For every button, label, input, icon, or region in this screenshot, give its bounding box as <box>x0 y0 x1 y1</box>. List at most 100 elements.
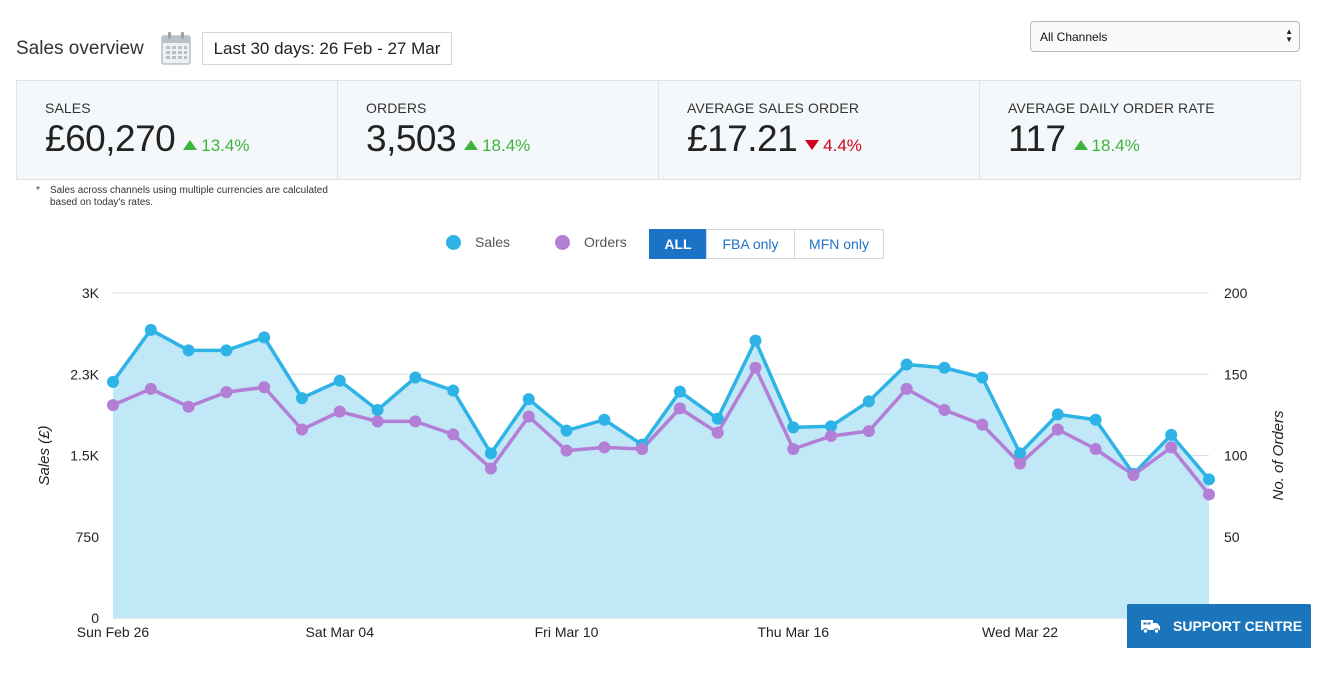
orders-point <box>560 444 573 457</box>
support-centre-label: SUPPORT CENTRE <box>1173 618 1303 634</box>
kpi-value: £17.21 <box>687 118 798 159</box>
sales-point <box>711 412 724 425</box>
channel-select[interactable]: All Channels ▲ ▼ <box>1030 21 1300 52</box>
orders-point <box>1089 443 1102 455</box>
kpi-sales: SALES £60,270 13.4% <box>17 81 338 179</box>
orders-point <box>1014 457 1027 470</box>
channel-select-value: All Channels <box>1040 29 1108 44</box>
x-tick-label: Sun Feb 26 <box>77 624 150 640</box>
kpi-change: 18.4% <box>464 136 530 156</box>
sales-point <box>409 371 422 384</box>
y-left-tick-label: 3K <box>82 285 100 301</box>
orders-point <box>976 418 989 431</box>
sales-point <box>900 358 913 371</box>
kpi-value: £60,270 <box>45 118 176 159</box>
kpi-value: 117 <box>1008 118 1066 159</box>
y-left-tick-label: 750 <box>76 529 100 545</box>
filter-mfn-button[interactable]: MFN only <box>794 229 884 259</box>
sales-point <box>144 323 157 336</box>
y-right-tick-label: 50 <box>1224 529 1240 545</box>
y-left-tick-label: 2.3K <box>70 366 99 382</box>
orders-point <box>673 402 686 415</box>
kpi-label: SALES <box>45 100 91 116</box>
x-tick-label: Wed Mar 22 <box>982 624 1058 640</box>
orders-point <box>862 425 875 438</box>
orders-point <box>1051 423 1064 436</box>
legend-dot-icon <box>555 234 570 250</box>
orders-point <box>258 381 271 394</box>
kpi-label: AVERAGE SALES ORDER <box>687 100 860 116</box>
sales-point <box>749 334 762 347</box>
sales-point <box>787 421 800 434</box>
sales-point <box>522 393 535 406</box>
triangle-up-icon <box>1073 140 1088 150</box>
triangle-up-icon <box>464 140 479 150</box>
kpi-change: 13.4% <box>183 136 249 156</box>
y-right-tick-label: 150 <box>1224 366 1248 382</box>
sales-point <box>862 395 875 408</box>
kpi-label: AVERAGE DAILY ORDER RATE <box>1008 100 1215 116</box>
legend-label: Orders <box>584 234 627 250</box>
sales-point <box>220 344 233 357</box>
sales-line <box>111 328 1211 481</box>
legend-orders[interactable]: Orders <box>555 234 627 250</box>
truck-icon <box>1141 620 1160 634</box>
orders-point <box>749 361 762 374</box>
orders-point <box>295 423 308 436</box>
y-left-tick-label: 0 <box>91 610 99 626</box>
orders-point <box>711 426 724 439</box>
orders-point <box>522 410 535 423</box>
orders-point <box>220 386 233 399</box>
sales-point <box>976 371 989 384</box>
date-range-picker[interactable]: Last 30 days: 26 Feb - 27 Mar <box>202 32 452 65</box>
legend-dot-icon <box>446 234 461 250</box>
currency-footnote: * Sales across channels using multiple c… <box>36 185 328 208</box>
y-left-axis-title: Sales (£) <box>36 425 53 485</box>
orders-line <box>112 366 1211 496</box>
orders-point <box>1127 469 1140 481</box>
orders-point <box>409 415 422 428</box>
orders-point <box>825 430 838 442</box>
orders-point <box>1203 488 1215 501</box>
sales-point <box>560 424 573 437</box>
sales-point <box>371 404 384 416</box>
support-centre-button[interactable]: SUPPORT CENTRE <box>1127 604 1311 648</box>
sales-point <box>258 331 271 344</box>
sales-point <box>598 413 611 426</box>
orders-point <box>371 415 384 428</box>
y-right-axis-title: No. of Orders <box>1270 410 1287 501</box>
sales-point <box>484 447 497 460</box>
orders-point <box>107 399 119 412</box>
kpi-value: 3,503 <box>366 118 457 159</box>
kpi-average-sales-order: AVERAGE SALES ORDER £17.21 4.4% <box>659 81 980 179</box>
triangle-down-icon <box>805 140 820 150</box>
orders-point <box>333 405 346 418</box>
sales-point <box>1203 473 1215 486</box>
sales-point <box>295 392 308 405</box>
y-right-tick-label: 100 <box>1224 448 1248 464</box>
sales-point <box>1165 428 1178 441</box>
sales-point <box>1014 447 1027 460</box>
legend-label: Sales <box>475 234 511 250</box>
calendar-icon[interactable] <box>161 31 191 65</box>
kpi-change: 4.4% <box>805 136 862 156</box>
filter-fba-button[interactable]: FBA only <box>706 229 795 259</box>
filter-all-button[interactable]: ALL <box>649 229 707 259</box>
x-tick-label: Fri Mar 10 <box>535 624 599 640</box>
x-tick-label: Thu Mar 16 <box>757 624 829 640</box>
sales-point <box>447 384 460 397</box>
orders-point <box>598 441 611 454</box>
select-arrows-icon: ▲ ▼ <box>1285 27 1293 44</box>
x-tick-label: Sat Mar 04 <box>306 624 375 640</box>
sales-point <box>1051 408 1064 421</box>
sales-area <box>113 329 1209 618</box>
kpi-row: SALES £60,270 13.4% ORDERS 3,503 18.4% A… <box>16 80 1301 180</box>
kpi-change: 18.4% <box>1073 136 1140 156</box>
orders-point <box>484 462 497 475</box>
sales-point <box>107 375 119 388</box>
orders-point <box>447 428 460 441</box>
kpi-orders: ORDERS 3,503 18.4% <box>338 81 659 179</box>
orders-point <box>144 382 157 395</box>
legend-sales[interactable]: Sales <box>446 234 510 250</box>
